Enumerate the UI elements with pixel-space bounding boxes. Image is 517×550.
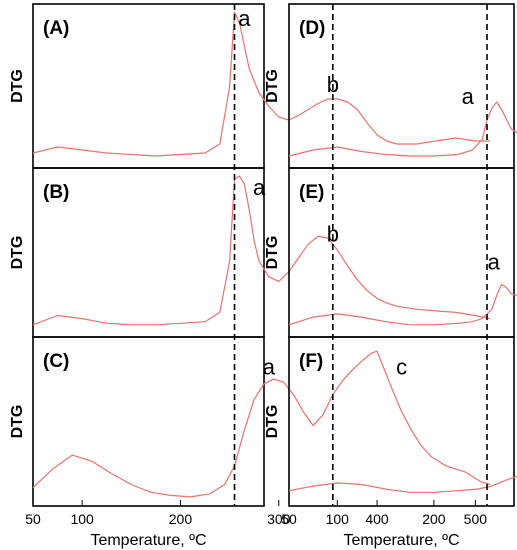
- x-tick-label: 400: [365, 511, 389, 527]
- dtg-curve: [288, 101, 517, 157]
- peak-label: a: [462, 84, 475, 109]
- panel-label: (D): [299, 18, 325, 39]
- x-tick-label: 50: [25, 511, 41, 527]
- peak-label: c: [396, 355, 407, 380]
- panel-frame: [288, 336, 515, 507]
- dtg-curve: [32, 175, 491, 326]
- x-tick-label: 100: [70, 511, 94, 527]
- dtg-curve: [288, 283, 517, 326]
- x-tick-label: 50: [281, 511, 297, 527]
- x-tick-label: 500: [464, 511, 488, 527]
- y-axis-label: DTG: [9, 405, 26, 439]
- panel-label: (F): [299, 351, 323, 372]
- y-axis-label: DTG: [9, 236, 26, 270]
- x-tick-label: 200: [169, 511, 193, 527]
- peak-label: a: [488, 249, 501, 274]
- peak-label: a: [263, 355, 276, 380]
- x-axis-label: Temperature, ºC: [343, 532, 459, 549]
- dtg-curve: [32, 350, 491, 498]
- panel-label: (E): [299, 182, 324, 203]
- x-tick-label: 200: [422, 511, 446, 527]
- x-tick-label: 300: [267, 511, 291, 527]
- peak-label: a: [238, 6, 251, 31]
- panel-label: (C): [43, 351, 69, 372]
- y-axis-label: DTG: [264, 236, 281, 270]
- dtg-curve: [288, 476, 517, 493]
- x-tick-label: 100: [326, 511, 350, 527]
- peak-label: b: [327, 221, 339, 246]
- y-axis-label: DTG: [9, 69, 26, 103]
- y-axis-label: DTG: [264, 405, 281, 439]
- peak-label: a: [253, 175, 266, 200]
- y-axis-label: DTG: [264, 69, 281, 103]
- panel-label: (A): [43, 18, 69, 39]
- panel-label: (B): [43, 182, 69, 203]
- x-axis-label: Temperature, ºC: [90, 532, 206, 549]
- dtg-curve: [32, 11, 491, 157]
- panel-frame: [32, 336, 265, 507]
